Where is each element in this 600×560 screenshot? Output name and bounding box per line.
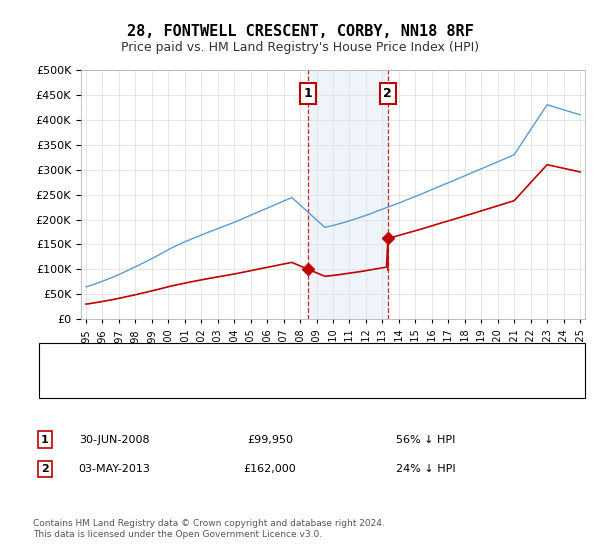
Text: HPI: Average price, detached house, North Northamptonshire: HPI: Average price, detached house, Nort…: [102, 376, 445, 386]
Text: 1: 1: [304, 87, 313, 100]
Text: 56% ↓ HPI: 56% ↓ HPI: [397, 435, 455, 445]
Text: 2: 2: [383, 87, 392, 100]
Text: 1: 1: [41, 435, 49, 445]
Text: £162,000: £162,000: [244, 464, 296, 474]
Text: 28, FONTWELL CRESCENT, CORBY, NN18 8RF: 28, FONTWELL CRESCENT, CORBY, NN18 8RF: [127, 24, 473, 39]
Text: £99,950: £99,950: [247, 435, 293, 445]
Text: Contains HM Land Registry data © Crown copyright and database right 2024.
This d: Contains HM Land Registry data © Crown c…: [33, 519, 385, 539]
Text: 03-MAY-2013: 03-MAY-2013: [78, 464, 150, 474]
Bar: [308, 70, 388, 319]
Text: 28, FONTWELL CRESCENT, CORBY, NN18 8RF (detached house): 28, FONTWELL CRESCENT, CORBY, NN18 8RF (…: [102, 354, 457, 365]
Text: 30-JUN-2008: 30-JUN-2008: [79, 435, 149, 445]
Text: 2: 2: [41, 464, 49, 474]
Text: Price paid vs. HM Land Registry's House Price Index (HPI): Price paid vs. HM Land Registry's House …: [121, 41, 479, 54]
Text: 24% ↓ HPI: 24% ↓ HPI: [396, 464, 456, 474]
